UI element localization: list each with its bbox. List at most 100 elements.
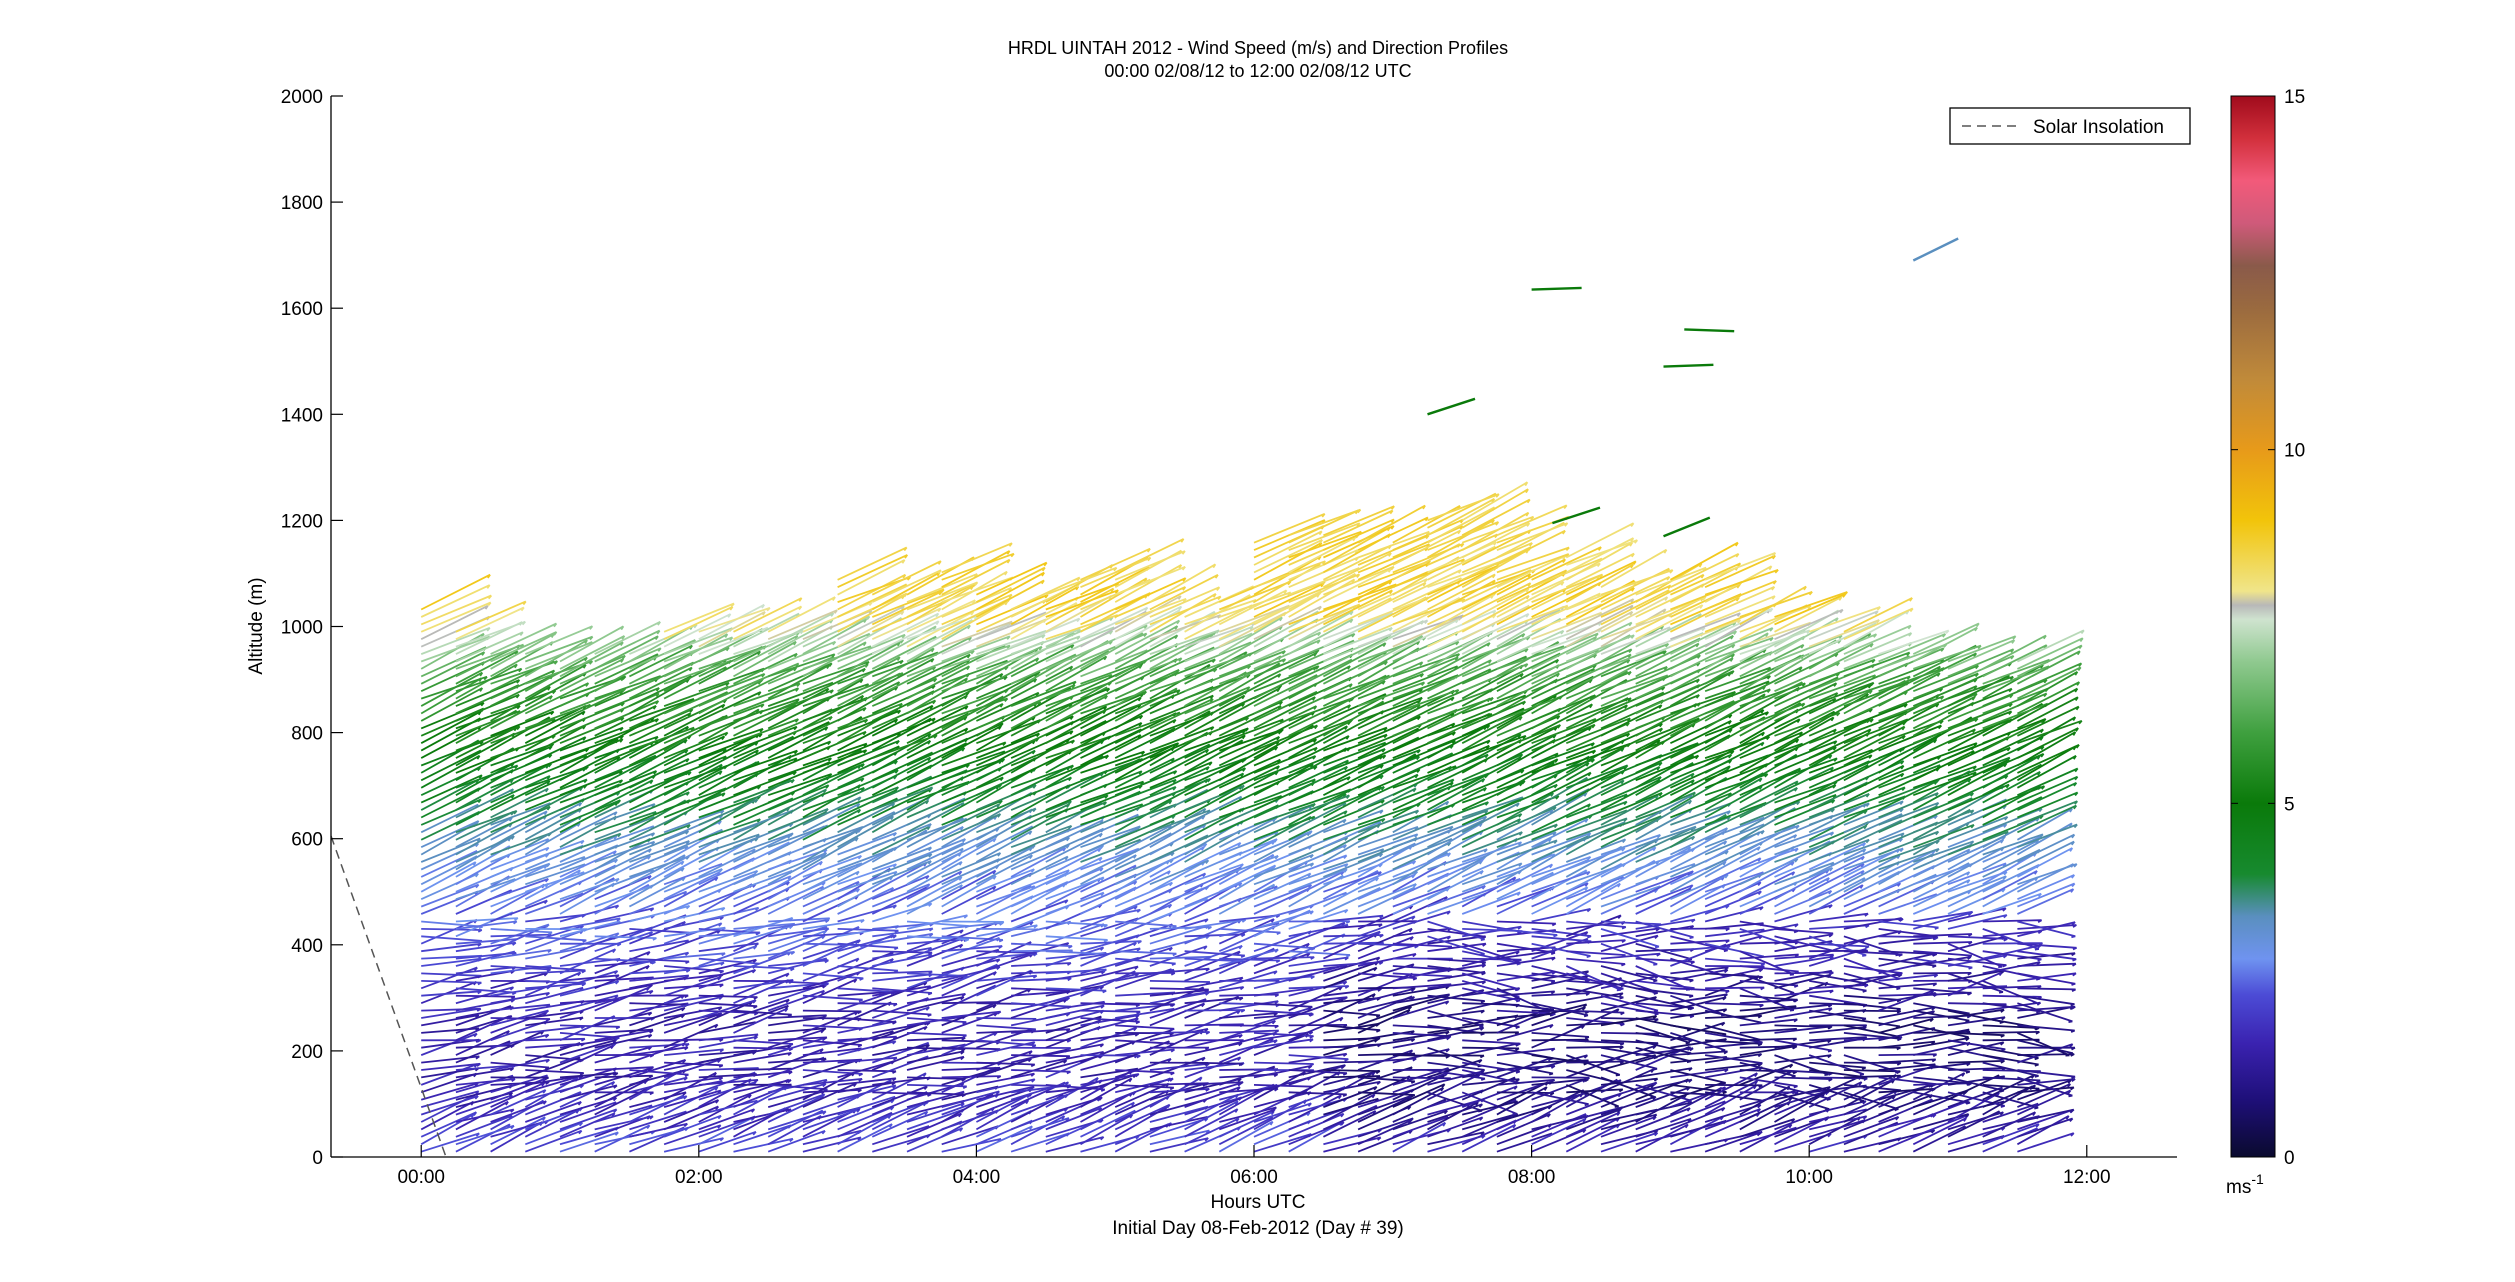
wind-barb xyxy=(976,920,1034,945)
wind-barb-tick xyxy=(685,791,690,796)
wind-barb-tick xyxy=(828,773,833,778)
wind-barb xyxy=(559,690,624,722)
wind-barb xyxy=(802,863,860,893)
wind-barb xyxy=(837,745,900,774)
wind-barb-tick xyxy=(510,835,515,840)
wind-barb-tick xyxy=(620,702,625,707)
wind-barb xyxy=(455,631,524,663)
wind-barb-tick xyxy=(546,775,551,780)
wind-barb xyxy=(802,645,872,670)
wind-barb xyxy=(906,943,963,967)
wind-barb xyxy=(559,1084,618,1101)
wind-barb-tick xyxy=(890,815,894,821)
wind-barb xyxy=(802,1058,862,1064)
wind-barb xyxy=(629,1069,689,1076)
wind-barb xyxy=(1045,935,1108,941)
wind-barb-tick xyxy=(856,888,861,893)
wind-barb xyxy=(559,850,617,878)
wind-barb xyxy=(872,987,932,994)
wind-barb xyxy=(455,822,513,856)
wind-barb-tick xyxy=(648,984,653,989)
wind-barb xyxy=(1010,635,1081,663)
wind-barb xyxy=(1184,1009,1245,1012)
wind-barb-tick xyxy=(925,799,930,805)
wind-barb xyxy=(871,1047,928,1071)
wind-barb xyxy=(767,689,834,715)
wind-barb-tick xyxy=(900,610,905,616)
wind-barb xyxy=(733,698,800,722)
wind-barb xyxy=(733,1046,793,1050)
wind-barb-tick xyxy=(965,763,970,769)
wind-barb xyxy=(1010,1107,1068,1131)
wind-barb xyxy=(420,803,479,834)
wind-barb-tick xyxy=(888,1123,893,1128)
wind-barb-tick xyxy=(651,841,656,846)
wind-barb xyxy=(1010,683,1076,715)
wind-barb xyxy=(698,645,767,670)
wind-barb xyxy=(524,1091,582,1116)
wind-barb xyxy=(802,971,860,990)
wind-barb xyxy=(941,558,1011,596)
wind-barb-tick xyxy=(512,941,517,946)
wind-barb-tick xyxy=(545,787,549,793)
wind-barb xyxy=(767,929,827,953)
wind-barb-tick xyxy=(1010,553,1015,558)
wind-barb-tick xyxy=(753,1005,758,1009)
wind-barb xyxy=(802,939,861,960)
wind-barb-tick xyxy=(477,990,482,995)
wind-barb-tick xyxy=(543,810,548,816)
wind-barb xyxy=(733,1124,792,1146)
wind-barb-tick xyxy=(1032,974,1038,979)
wind-barb xyxy=(559,726,624,752)
wind-barb xyxy=(941,750,1006,774)
wind-barb xyxy=(1010,872,1068,901)
wind-barb xyxy=(1010,730,1074,759)
wind-barb-tick xyxy=(543,899,548,905)
wind-barb xyxy=(420,1082,479,1101)
wind-barb xyxy=(525,965,586,972)
wind-barb-tick xyxy=(583,778,588,784)
wind-barb xyxy=(802,808,861,841)
wind-barb xyxy=(420,725,482,759)
wind-barb-tick xyxy=(1069,730,1074,735)
wind-barb-tick xyxy=(896,656,901,661)
wind-barb xyxy=(663,787,727,811)
wind-barb-tick xyxy=(715,1105,720,1111)
wind-barb xyxy=(871,799,929,834)
wind-barb-tick xyxy=(684,1073,689,1078)
wind-barb xyxy=(490,925,547,953)
wind-barb-tick xyxy=(926,883,931,888)
wind-barb xyxy=(663,1099,719,1123)
wind-barb xyxy=(455,762,515,796)
wind-barb xyxy=(976,1085,1035,1101)
wind-barb-tick xyxy=(1586,955,1591,959)
wind-barb-tick xyxy=(856,939,861,944)
wind-barb xyxy=(420,861,477,893)
wind-barb-tick xyxy=(614,1131,619,1136)
wind-barb-tick xyxy=(1006,635,1011,640)
wind-barb-tick xyxy=(1099,833,1103,838)
wind-barb-tick xyxy=(754,1079,759,1083)
wind-barb-tick xyxy=(1004,666,1009,671)
wind-barb-tick xyxy=(584,765,589,771)
wind-barb-tick xyxy=(618,770,623,775)
wind-barb xyxy=(490,805,551,834)
wind-barb xyxy=(941,550,1011,588)
wind-barb xyxy=(733,652,798,685)
wind-barb xyxy=(490,992,550,1005)
wind-barb xyxy=(976,691,1040,722)
wind-barb-tick xyxy=(755,749,759,755)
wind-barb-tick xyxy=(757,785,762,790)
wind-barb xyxy=(906,938,968,945)
wind-barb-tick xyxy=(475,873,479,878)
wind-barb-tick xyxy=(477,929,483,933)
wind-barb-tick xyxy=(823,983,829,987)
wind-barb-tick xyxy=(832,596,836,602)
wind-barb xyxy=(906,716,967,752)
chart-title: HRDL UINTAH 2012 - Wind Speed (m/s) and … xyxy=(1008,38,1508,58)
wind-barb xyxy=(871,823,932,849)
wind-barb xyxy=(976,1061,1035,1066)
wind-barb-tick xyxy=(620,716,625,722)
wind-barb-tick xyxy=(578,1130,583,1135)
wind-barb-tick xyxy=(646,986,651,992)
